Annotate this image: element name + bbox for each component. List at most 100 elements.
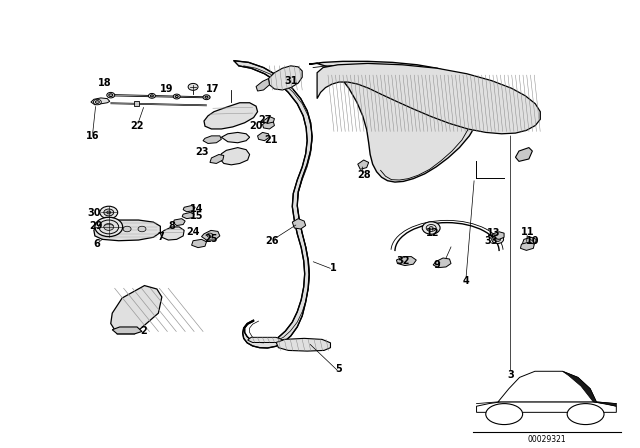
- Circle shape: [207, 233, 213, 237]
- Polygon shape: [256, 78, 269, 91]
- Text: 7: 7: [157, 232, 164, 241]
- Polygon shape: [396, 257, 416, 266]
- Text: 15: 15: [190, 211, 204, 221]
- Polygon shape: [182, 212, 194, 219]
- Circle shape: [148, 94, 156, 98]
- Polygon shape: [257, 133, 269, 141]
- Text: 9: 9: [434, 260, 440, 270]
- Polygon shape: [433, 258, 451, 267]
- Polygon shape: [477, 402, 616, 412]
- Circle shape: [104, 209, 114, 216]
- Circle shape: [109, 94, 113, 96]
- Polygon shape: [191, 239, 207, 248]
- Text: 28: 28: [357, 170, 371, 180]
- Circle shape: [100, 206, 118, 219]
- Circle shape: [205, 96, 208, 98]
- Polygon shape: [262, 116, 275, 124]
- Polygon shape: [204, 103, 257, 129]
- Polygon shape: [183, 206, 195, 212]
- Circle shape: [99, 220, 118, 234]
- Text: 14: 14: [190, 204, 204, 214]
- Circle shape: [93, 99, 101, 105]
- Text: 24: 24: [186, 227, 200, 237]
- Polygon shape: [276, 338, 330, 351]
- Circle shape: [104, 224, 114, 230]
- Bar: [134, 101, 138, 106]
- Circle shape: [429, 227, 433, 229]
- Circle shape: [486, 404, 523, 425]
- Circle shape: [108, 226, 116, 232]
- Polygon shape: [498, 371, 596, 402]
- Text: 16: 16: [86, 131, 99, 141]
- Circle shape: [492, 235, 504, 244]
- Text: 5: 5: [335, 364, 342, 375]
- Polygon shape: [522, 237, 536, 245]
- Text: 19: 19: [160, 84, 173, 94]
- Polygon shape: [111, 285, 162, 334]
- Text: 3: 3: [507, 370, 514, 379]
- Text: 30: 30: [87, 208, 100, 219]
- Circle shape: [150, 95, 154, 97]
- Circle shape: [107, 92, 115, 98]
- Polygon shape: [248, 337, 284, 342]
- Polygon shape: [94, 220, 161, 241]
- Text: 12: 12: [426, 228, 440, 238]
- Text: 25: 25: [205, 234, 218, 244]
- Polygon shape: [234, 60, 312, 348]
- Text: 4: 4: [463, 276, 469, 286]
- Polygon shape: [220, 147, 250, 165]
- Text: 31: 31: [284, 76, 298, 86]
- Polygon shape: [563, 371, 616, 406]
- Circle shape: [426, 224, 436, 232]
- Circle shape: [95, 217, 123, 237]
- Polygon shape: [493, 232, 504, 239]
- Polygon shape: [112, 327, 142, 334]
- Circle shape: [495, 237, 500, 241]
- Polygon shape: [358, 160, 369, 169]
- Text: 2: 2: [140, 327, 147, 336]
- Polygon shape: [262, 121, 275, 129]
- Circle shape: [188, 83, 198, 90]
- Circle shape: [173, 94, 180, 99]
- Circle shape: [123, 226, 131, 232]
- Text: 10: 10: [525, 236, 539, 246]
- Polygon shape: [173, 219, 185, 225]
- Text: 22: 22: [131, 121, 144, 131]
- Text: 18: 18: [98, 78, 111, 88]
- Text: 11: 11: [521, 228, 534, 237]
- Polygon shape: [210, 155, 224, 164]
- Text: 8: 8: [168, 221, 175, 231]
- Circle shape: [567, 404, 604, 425]
- Text: 26: 26: [266, 236, 279, 246]
- Text: 32: 32: [397, 256, 410, 267]
- Polygon shape: [317, 64, 540, 134]
- Text: 17: 17: [206, 84, 220, 94]
- Text: 27: 27: [258, 115, 271, 125]
- Text: 6: 6: [93, 239, 100, 249]
- Circle shape: [95, 101, 99, 103]
- Circle shape: [494, 233, 499, 237]
- Text: 21: 21: [264, 135, 278, 145]
- Circle shape: [422, 222, 440, 234]
- Polygon shape: [269, 66, 302, 90]
- Text: 13: 13: [488, 228, 501, 238]
- Text: 20: 20: [250, 121, 263, 131]
- Text: 29: 29: [90, 221, 103, 231]
- Circle shape: [107, 211, 111, 214]
- Polygon shape: [309, 61, 481, 182]
- Text: 23: 23: [195, 147, 208, 157]
- Polygon shape: [91, 98, 110, 105]
- Circle shape: [203, 95, 210, 99]
- Circle shape: [138, 226, 146, 232]
- Text: 00029321: 00029321: [528, 435, 566, 444]
- Polygon shape: [520, 242, 534, 250]
- Polygon shape: [515, 147, 532, 161]
- Polygon shape: [203, 136, 221, 143]
- Text: 1: 1: [330, 263, 337, 273]
- Polygon shape: [292, 219, 306, 229]
- Circle shape: [175, 95, 178, 98]
- Polygon shape: [202, 230, 220, 240]
- Polygon shape: [161, 227, 184, 240]
- Polygon shape: [221, 133, 250, 143]
- Text: 33: 33: [484, 236, 497, 246]
